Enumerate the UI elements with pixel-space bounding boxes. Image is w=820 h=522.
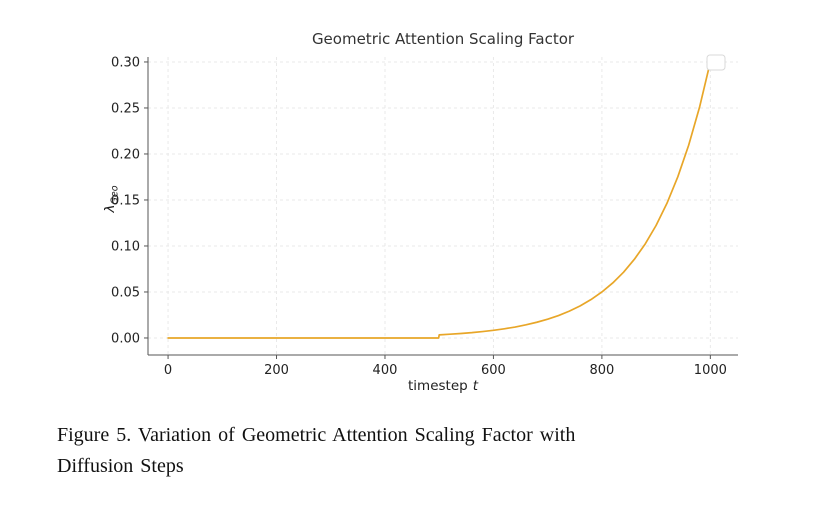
svg-text:600: 600 bbox=[481, 363, 506, 378]
y-axis-label: λGeo bbox=[102, 185, 121, 213]
svg-text:800: 800 bbox=[589, 363, 614, 378]
svg-text:0.10: 0.10 bbox=[111, 239, 140, 254]
svg-text:1000: 1000 bbox=[694, 363, 727, 378]
tick-labels: 0 200 400 600 800 1000 0.00 0.05 0.10 0.15 0.20 0.2… bbox=[111, 55, 727, 378]
series-line bbox=[167, 61, 712, 339]
svg-text:0.15: 0.15 bbox=[111, 193, 140, 208]
svg-text:400: 400 bbox=[373, 363, 398, 378]
svg-text:0: 0 bbox=[164, 363, 172, 378]
figure-caption: Figure 5. Variation of Geometric Attenti… bbox=[57, 420, 777, 482]
gridlines bbox=[148, 57, 738, 355]
svg-text:0.00: 0.00 bbox=[111, 331, 140, 346]
svg-text:200: 200 bbox=[264, 363, 289, 378]
svg-text:0.20: 0.20 bbox=[111, 147, 140, 162]
chart-title: Geometric Attention Scaling Factor bbox=[312, 30, 575, 48]
figure-caption-line1: Figure 5. Variation of Geometric Attenti… bbox=[57, 424, 576, 446]
line-chart: Geometric Attention Scaling Factor 0 200 4… bbox=[102, 30, 738, 394]
x-axis-label-text: timestep bbox=[408, 378, 468, 394]
svg-text:0.30: 0.30 bbox=[111, 55, 140, 70]
y-axis-label-symbol: λ bbox=[102, 205, 118, 214]
x-axis-label-variable: t bbox=[473, 378, 479, 394]
legend-box bbox=[706, 54, 726, 71]
figure-caption-line2: Diffusion Steps bbox=[57, 455, 184, 477]
svg-text:0.05: 0.05 bbox=[111, 285, 140, 300]
svg-text:0.25: 0.25 bbox=[111, 101, 140, 116]
axes bbox=[144, 57, 738, 359]
x-axis-label: timestep t bbox=[408, 378, 479, 394]
y-axis-label-subscript: Geo bbox=[110, 185, 121, 204]
